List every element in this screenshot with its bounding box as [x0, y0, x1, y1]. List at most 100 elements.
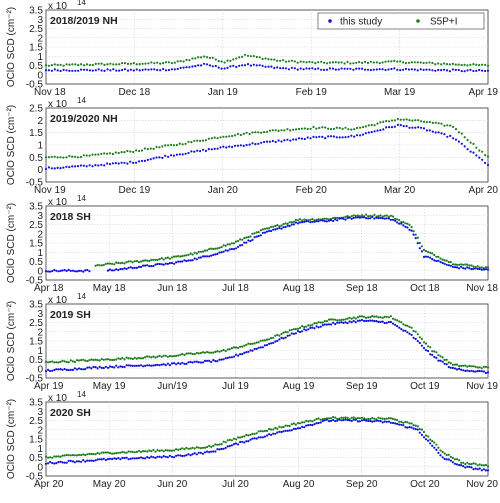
data-point [486, 366, 490, 369]
data-point [346, 216, 349, 220]
data-point [153, 62, 156, 65]
data-point [361, 61, 364, 64]
data-point [135, 63, 138, 66]
data-point [263, 227, 266, 230]
data-point [274, 224, 277, 228]
data-point [178, 142, 181, 145]
data-point [343, 67, 346, 70]
data-point [126, 62, 130, 65]
data-point [274, 426, 277, 430]
data-point [379, 420, 382, 423]
data-point [276, 339, 279, 342]
data-point [302, 68, 305, 71]
data-point [343, 62, 346, 65]
data-point [85, 165, 88, 168]
data-point [334, 218, 337, 221]
data-point [454, 68, 457, 71]
data-point [383, 214, 386, 217]
data-point [49, 460, 52, 464]
data-point [75, 368, 79, 371]
data-point [98, 458, 101, 461]
data-point [437, 259, 440, 262]
data-point [387, 60, 390, 63]
data-point [94, 69, 97, 72]
data-point [97, 164, 100, 167]
data-point [189, 252, 192, 255]
series-s5p-i [44, 117, 490, 159]
data-point [369, 214, 372, 217]
data-point [181, 454, 184, 458]
data-point [406, 226, 409, 229]
data-point [309, 419, 312, 422]
data-point [448, 70, 451, 73]
data-point [406, 331, 409, 334]
data-point [152, 355, 155, 358]
data-point [367, 316, 370, 319]
data-point [222, 348, 225, 352]
data-point [422, 248, 426, 252]
data-point [416, 340, 419, 343]
data-point [126, 149, 129, 153]
data-point [334, 318, 337, 321]
data-point [245, 236, 248, 239]
data-point [399, 69, 402, 72]
data-point [439, 449, 442, 452]
data-point [139, 357, 143, 360]
y-scale-exponent: 14 [77, 292, 86, 301]
data-point [398, 423, 401, 426]
data-point [146, 264, 149, 267]
data-point [445, 358, 448, 361]
data-point [324, 126, 327, 129]
data-point [398, 219, 401, 222]
data-point [404, 62, 408, 65]
data-point [282, 337, 285, 340]
data-point [88, 63, 91, 67]
data-point [375, 68, 378, 71]
data-point [484, 469, 487, 472]
data-point [408, 422, 411, 425]
data-point [472, 365, 475, 368]
data-point [100, 152, 103, 155]
data-point [218, 358, 221, 361]
data-point [61, 269, 64, 272]
data-point [298, 326, 302, 329]
data-point [292, 138, 295, 141]
data-point [320, 60, 323, 63]
data-point [219, 136, 222, 139]
data-point [257, 131, 260, 134]
x-tick-label: Aug 18 [283, 283, 315, 294]
data-point [247, 239, 250, 242]
data-point [175, 261, 178, 264]
data-point [123, 262, 126, 265]
data-point [139, 260, 143, 263]
data-point [278, 425, 281, 428]
data-point [121, 365, 124, 368]
data-point [323, 68, 326, 71]
data-point [71, 460, 74, 463]
data-point [188, 59, 191, 62]
data-point [462, 267, 465, 270]
data-point [480, 469, 483, 472]
data-point [472, 151, 475, 154]
data-point [284, 424, 287, 427]
data-point [257, 142, 260, 145]
data-point [137, 449, 140, 452]
data-point [365, 213, 368, 216]
data-point [204, 139, 207, 142]
data-point [214, 443, 217, 446]
data-point [173, 255, 176, 258]
data-point [391, 417, 395, 420]
data-point [117, 261, 120, 265]
data-point [220, 246, 223, 249]
data-point [129, 160, 132, 163]
data-point [410, 422, 413, 425]
data-point [141, 62, 144, 65]
data-point [94, 153, 97, 156]
data-point [431, 121, 434, 124]
data-point [129, 450, 132, 453]
data-point [94, 164, 97, 167]
data-point [55, 455, 58, 458]
data-point [119, 458, 122, 461]
data-point [373, 315, 376, 318]
data-point [233, 134, 237, 137]
